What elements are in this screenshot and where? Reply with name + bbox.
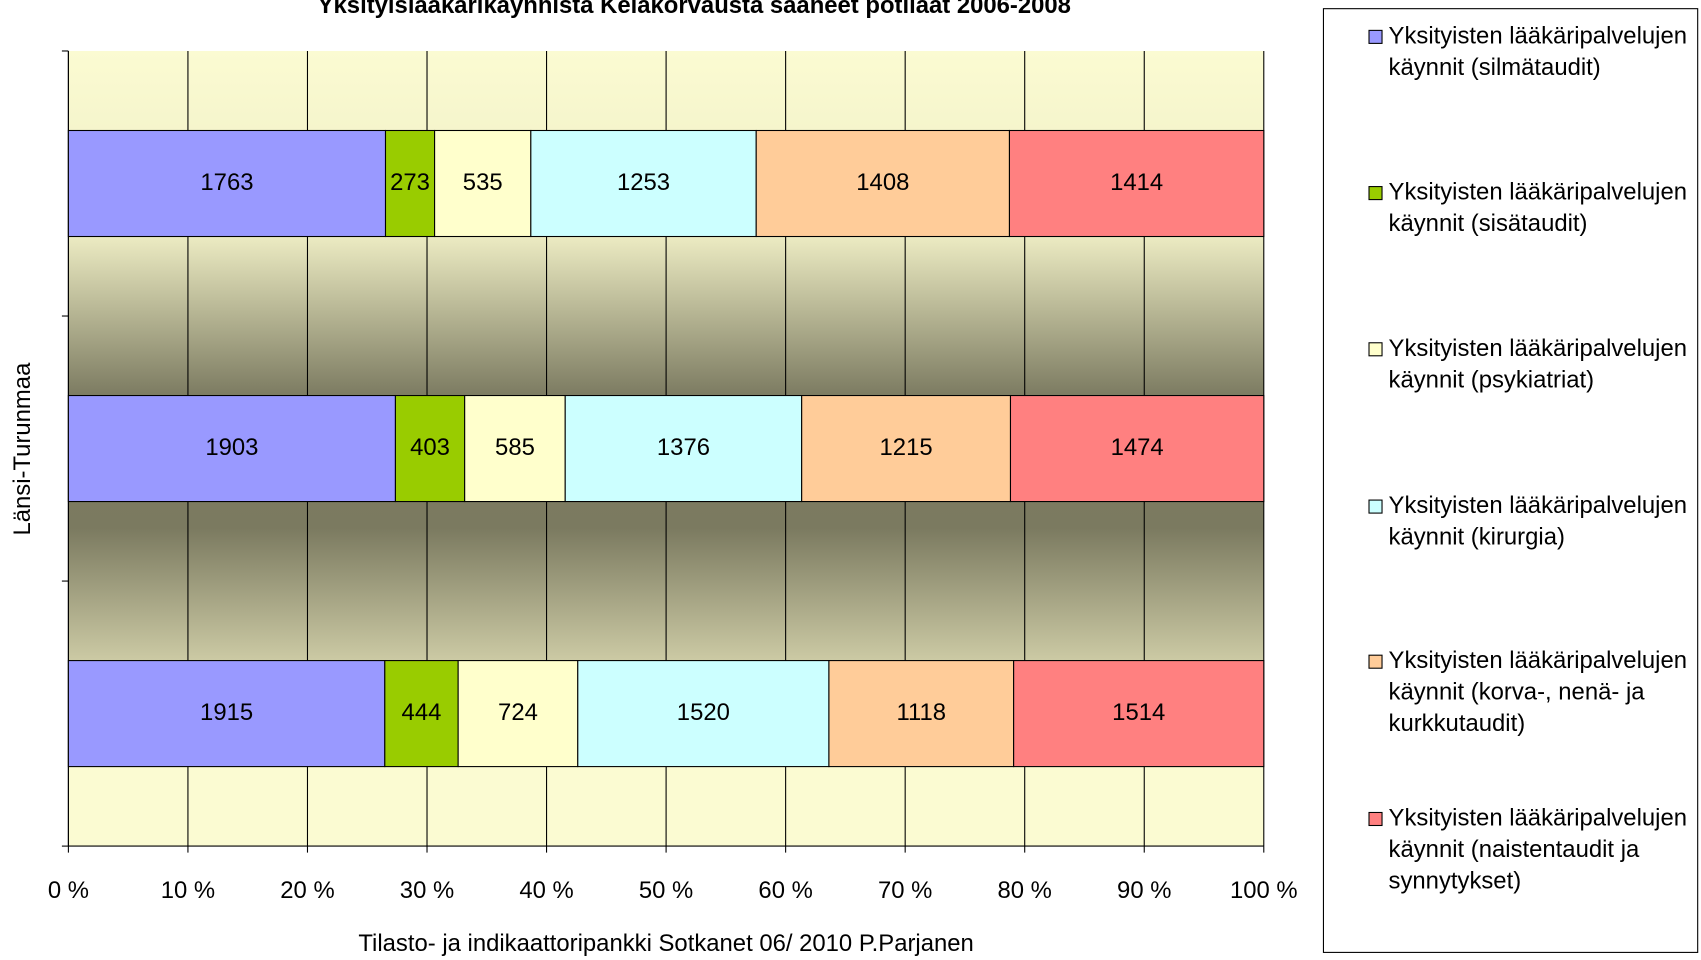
- legend-swatch: [1368, 811, 1383, 827]
- x-tick-label: 50 %: [639, 877, 693, 904]
- data-label: 1903: [205, 434, 258, 461]
- data-label: 1118: [897, 699, 947, 726]
- bar-segment: [67, 660, 386, 768]
- data-label: 585: [495, 434, 535, 461]
- data-label: 1520: [677, 699, 730, 726]
- x-tick-label: 0 %: [48, 877, 89, 904]
- bar-segment: [801, 394, 1012, 503]
- x-tick-label: 10 %: [161, 877, 215, 904]
- x-axis-label: Tilasto- ja indikaattoripankki Sotkanet …: [358, 930, 973, 957]
- x-tick-label: 70 %: [878, 877, 932, 904]
- data-label: 1915: [200, 699, 253, 726]
- legend-swatch: [1368, 654, 1383, 669]
- data-label: 1376: [657, 434, 710, 461]
- legend-swatch: [1368, 29, 1383, 44]
- data-label: 1253: [617, 169, 670, 196]
- bar-segment: [464, 394, 566, 503]
- legend-swatch: [1368, 499, 1383, 514]
- x-tick-label: 60 %: [758, 877, 812, 904]
- bar-segment: [457, 660, 579, 768]
- legend-swatch: [1368, 186, 1383, 201]
- bar-segment: [828, 660, 1015, 768]
- data-label: 1763: [200, 169, 253, 196]
- x-tick-label: 100 %: [1230, 877, 1298, 904]
- x-tick-label: 80 %: [998, 877, 1052, 904]
- data-label: 1414: [1110, 169, 1163, 196]
- bar-segment: [1009, 394, 1265, 503]
- data-label: 535: [463, 169, 503, 196]
- data-label: 724: [498, 699, 538, 726]
- bar-segment: [530, 129, 757, 238]
- bar-segment: [1008, 129, 1265, 238]
- legend-label: Yksityisten lääkäripalvelujen käynnit (p…: [1388, 334, 1687, 393]
- data-label: 1514: [1112, 699, 1165, 726]
- y-axis-label: Länsi-Turunmaa: [9, 362, 36, 536]
- bar-segment: [577, 660, 830, 768]
- bar-segment: [564, 394, 803, 503]
- legend-label: Yksityisten lääkäripalvelujen käynnit (k…: [1388, 491, 1687, 550]
- legend-entry: Yksityisten lääkäripalvelujen käynnit (s…: [1388, 21, 1687, 81]
- data-label: 1408: [856, 169, 909, 196]
- bar-segment: [67, 394, 396, 503]
- legend-label: Yksityisten lääkäripalvelujen käynnit (n…: [1388, 803, 1687, 894]
- legend-entry: Yksityisten lääkäripalvelujen käynnit (n…: [1388, 803, 1687, 894]
- x-tick-label: 90 %: [1117, 877, 1171, 904]
- bar-segment: [755, 129, 1010, 238]
- legend-swatch: [1368, 342, 1383, 357]
- x-tick-label: 20 %: [280, 877, 334, 904]
- legend-entry: Yksityisten lääkäripalvelujen käynnit (k…: [1388, 646, 1687, 737]
- bar-segment: [384, 660, 459, 768]
- bar-segment: [384, 129, 436, 238]
- chart-title: Yksityislääkärikäynnistä Kelakorvausta s…: [318, 0, 1071, 19]
- legend-entry: Yksityisten lääkäripalvelujen käynnit (p…: [1388, 334, 1687, 393]
- data-label: 1474: [1111, 434, 1164, 461]
- bar-segment: [394, 394, 466, 503]
- x-tick-label: 30 %: [400, 877, 454, 904]
- legend-entry: Yksityisten lääkäripalvelujen käynnit (s…: [1388, 177, 1687, 237]
- legend-entry: Yksityisten lääkäripalvelujen käynnit (k…: [1388, 491, 1687, 550]
- x-tick-label: 40 %: [519, 877, 573, 904]
- legend-box: [1322, 8, 1699, 953]
- data-label: 403: [410, 434, 450, 461]
- data-label: 1215: [880, 434, 933, 461]
- bar-segment: [1013, 660, 1265, 768]
- legend-label: Yksityisten lääkäripalvelujen käynnit (s…: [1388, 21, 1687, 81]
- legend-label: Yksityisten lääkäripalvelujen käynnit (k…: [1388, 646, 1687, 737]
- legend-label: Yksityisten lääkäripalvelujen käynnit (s…: [1388, 177, 1687, 237]
- bar-segment: [434, 129, 532, 238]
- data-label: 444: [402, 699, 442, 726]
- data-label: 273: [390, 169, 430, 196]
